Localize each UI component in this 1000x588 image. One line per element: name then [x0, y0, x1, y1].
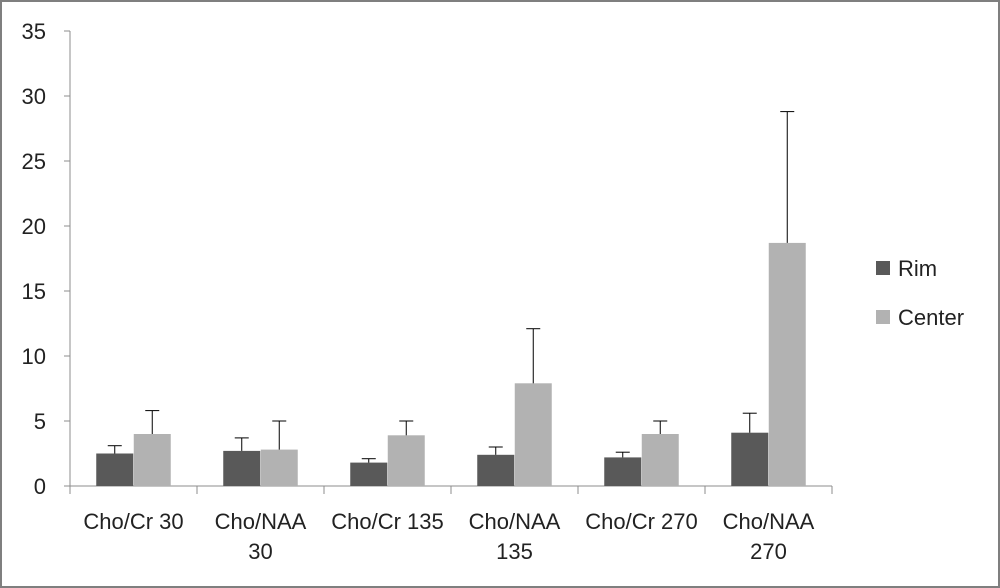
x-category-label: Cho/Cr 135: [331, 509, 444, 534]
bar-center: [641, 434, 679, 486]
x-category-label-line: Cho/Cr 30: [83, 509, 183, 534]
legend: Rim Center: [876, 256, 964, 330]
x-category-label-line: Cho/Cr 135: [331, 509, 444, 534]
bar-center: [768, 242, 806, 486]
legend-label-center: Center: [898, 305, 964, 330]
bar-rim: [604, 457, 642, 486]
y-tick-label: 0: [34, 474, 46, 499]
x-category-label-line: 270: [750, 539, 787, 564]
y-tick-label: 5: [34, 409, 46, 434]
bar-center: [133, 434, 171, 486]
x-category-label-line: Cho/Cr 270: [585, 509, 698, 534]
x-category-label-line: Cho/NAA: [723, 509, 815, 534]
x-category-label: Cho/Cr 30: [83, 509, 183, 534]
y-tick-label: 30: [22, 84, 46, 109]
x-category-label: Cho/Cr 270: [585, 509, 698, 534]
y-tick-label: 10: [22, 344, 46, 369]
legend-label-rim: Rim: [898, 256, 937, 281]
bar-center: [260, 449, 298, 486]
x-category-label-line: Cho/NAA: [215, 509, 307, 534]
x-category-label: Cho/NAA 270: [723, 509, 815, 564]
axes: 0 5 10 15 20 25 30 35 Cho/Cr 30 Cho/NAA 30 Cho/Cr 1…: [22, 19, 833, 564]
x-category-label-line: Cho/NAA: [469, 509, 561, 534]
y-tick-label: 20: [22, 214, 46, 239]
bar-rim: [731, 432, 769, 486]
bar-rim: [223, 450, 261, 486]
x-category-label: Cho/NAA 30: [215, 509, 307, 564]
x-category-label: Cho/NAA 135: [469, 509, 561, 564]
bar-rim: [477, 454, 515, 486]
y-tick-label: 25: [22, 149, 46, 174]
y-tick-label: 35: [22, 19, 46, 44]
bar-center: [514, 383, 552, 486]
legend-swatch-rim: [876, 261, 890, 275]
legend-swatch-center: [876, 310, 890, 324]
bar-rim: [350, 462, 388, 486]
y-tick-label: 15: [22, 279, 46, 304]
bars: [96, 111, 806, 486]
bar-rim: [96, 453, 134, 486]
x-category-label-line: 135: [496, 539, 533, 564]
bar-center: [387, 435, 425, 486]
x-category-label-line: 30: [248, 539, 272, 564]
